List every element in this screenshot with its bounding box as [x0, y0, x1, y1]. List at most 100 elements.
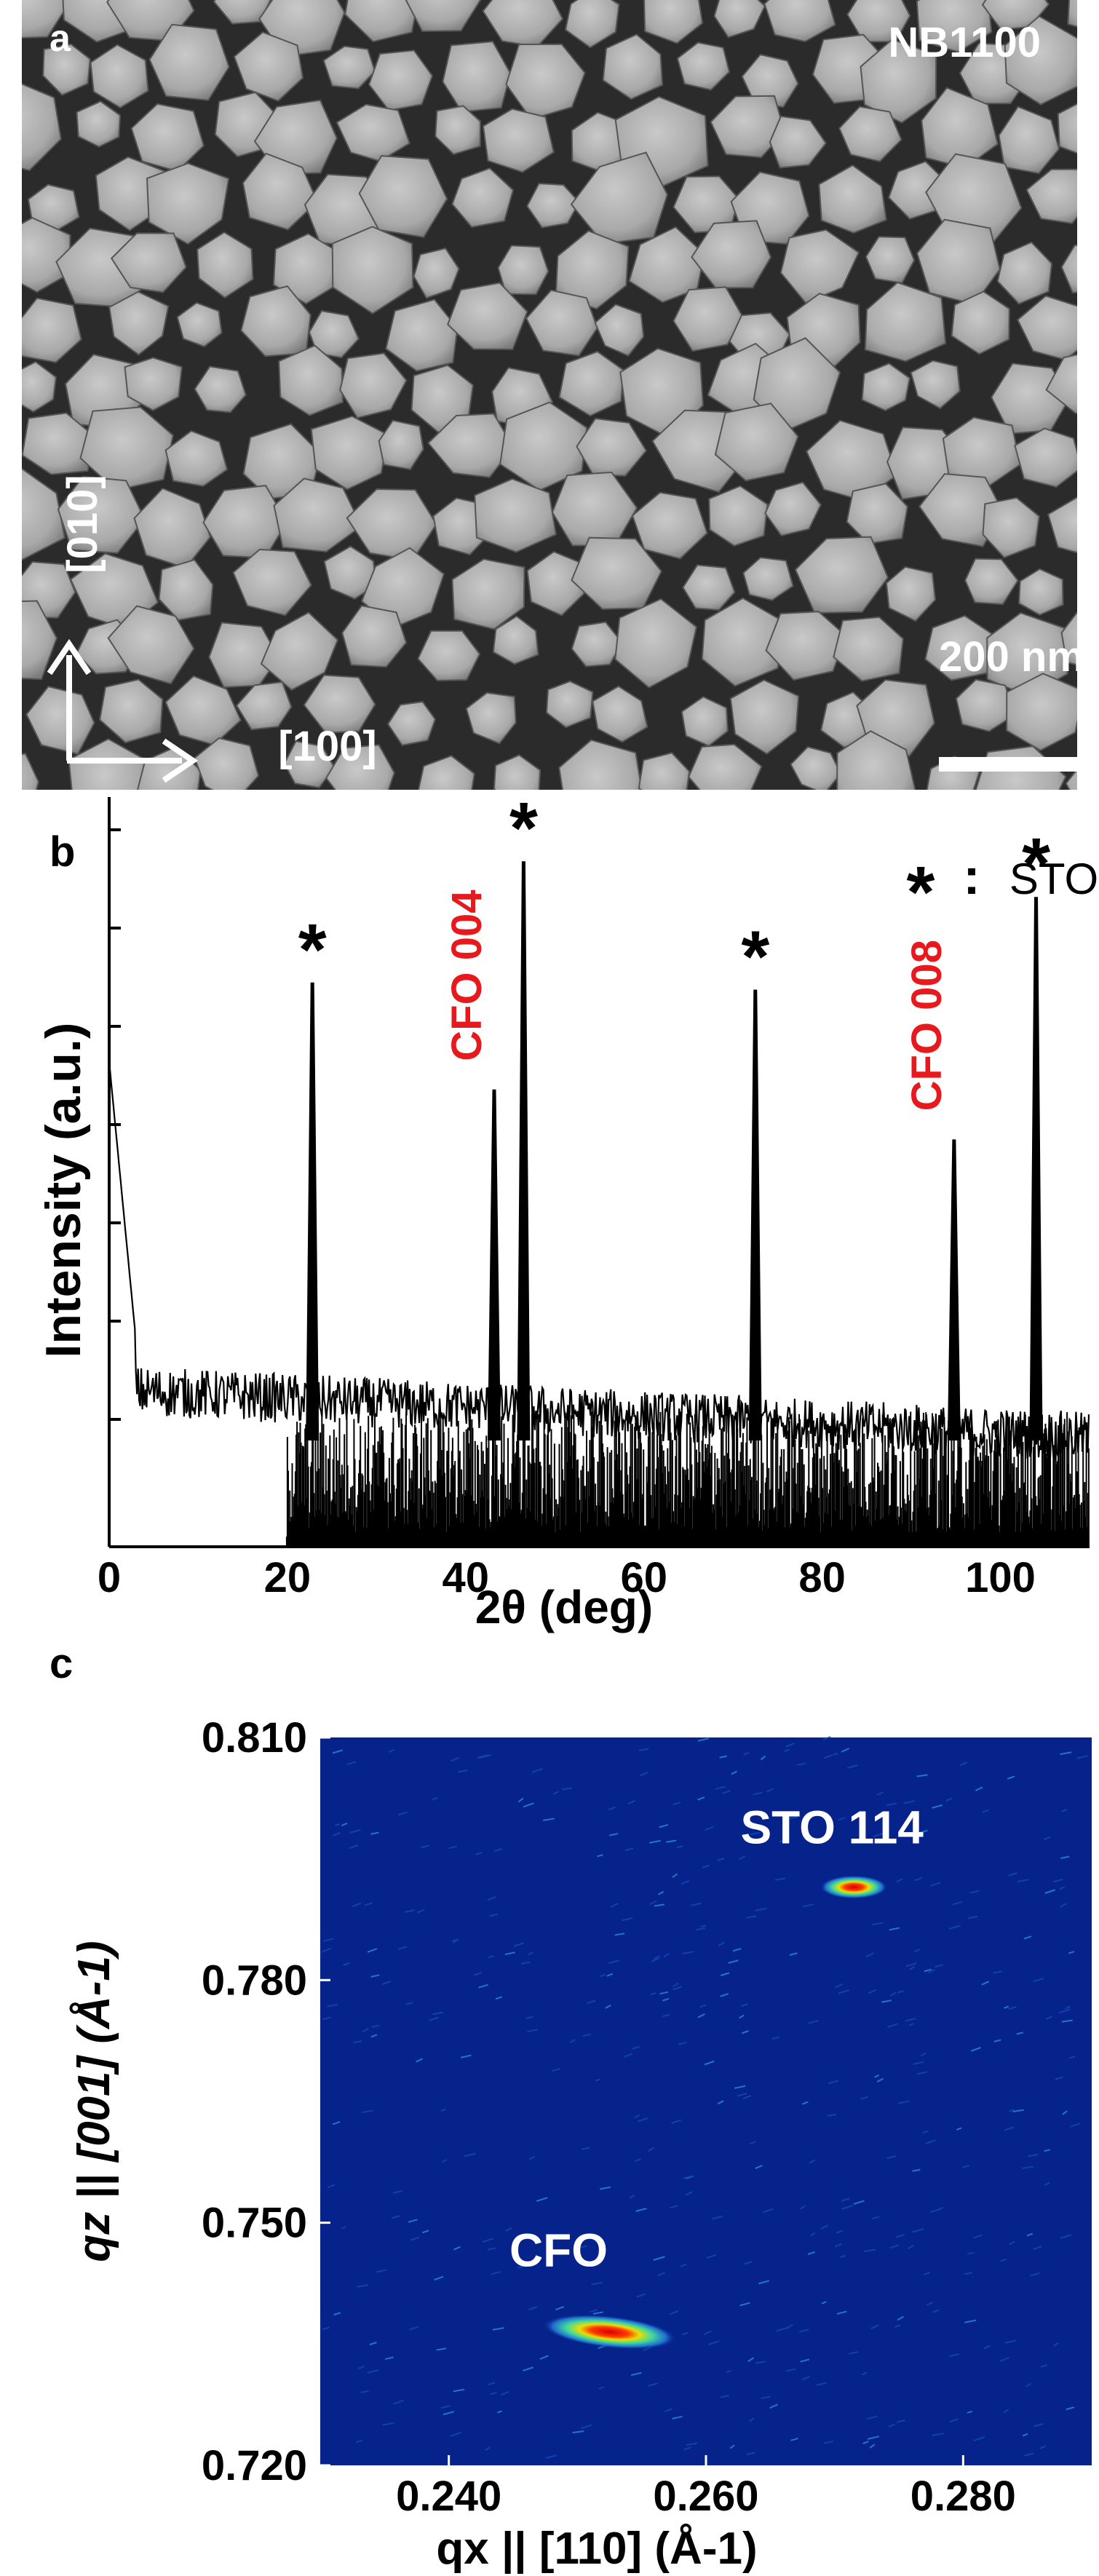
rsm-ticks: 0.240 0.260 0.280 0.720 0.750 0.780 0.810	[202, 1714, 1016, 2520]
noise-streak	[370, 1831, 379, 1835]
noise-streak	[382, 1981, 391, 1985]
noise-streak	[913, 2061, 924, 2065]
grain	[22, 753, 39, 790]
peak-labels: * CFO 004 * * CFO 008 *	[298, 797, 1050, 1111]
cfo-spot	[542, 2314, 677, 2350]
scale-bar-label: 200 nm	[939, 633, 1084, 681]
grain	[148, 23, 230, 101]
noise-streak	[621, 1917, 633, 1922]
grain	[22, 600, 57, 681]
noise-streak	[528, 2306, 538, 2311]
noise-streak	[786, 2323, 793, 2329]
noise-streak	[973, 2436, 985, 2442]
noise-streak	[1022, 2433, 1028, 2437]
noise-streak	[513, 1942, 525, 1947]
noise-streak	[930, 2208, 940, 2213]
noise-streak	[648, 2147, 654, 2152]
grain	[676, 41, 731, 91]
grain	[558, 739, 643, 790]
grain	[818, 164, 887, 234]
noise-streak	[706, 2254, 717, 2259]
noise-streak	[384, 2356, 394, 2361]
noise-streak	[632, 2045, 640, 2050]
noise-streak	[771, 2036, 780, 2040]
noise-streak	[370, 1974, 380, 1978]
noise-streak	[681, 1879, 690, 1885]
noise-streak	[597, 1854, 603, 1858]
noise-streak	[786, 2368, 796, 2372]
noise-streak	[1045, 2016, 1053, 2020]
grain	[861, 362, 911, 412]
noise-streak	[1060, 2234, 1072, 2239]
noise-streak	[609, 1833, 619, 1836]
noise-streak	[450, 2431, 461, 2437]
grain	[482, 108, 555, 173]
noise-streak	[637, 2117, 648, 2123]
noise-streak	[1059, 1886, 1066, 1890]
noise-streak	[672, 2415, 683, 2420]
noise-streak	[1016, 2032, 1023, 2035]
noise-streak	[742, 2095, 751, 2100]
noise-streak	[422, 2230, 429, 2234]
noise-streak	[1033, 1978, 1044, 1982]
noise-streak	[680, 2263, 687, 2267]
noise-streak	[429, 2016, 439, 2021]
noise-streak	[487, 2247, 496, 2251]
grain	[742, 556, 794, 601]
x-tick-label: 40	[443, 1554, 490, 1601]
noise-streak	[1012, 2109, 1024, 2112]
noise-streak	[434, 2275, 444, 2281]
y-tick-label: 0.810	[202, 1714, 307, 1761]
grain	[213, 0, 271, 25]
noise-streak	[886, 1802, 897, 1807]
legend-separator: :	[963, 848, 980, 905]
noise-streak	[369, 2342, 377, 2346]
noise-streak	[911, 2228, 924, 2233]
noise-streak	[1044, 1889, 1055, 1894]
noise-streak	[648, 1839, 661, 1844]
noise-streak	[1059, 2008, 1071, 2013]
noise-streak	[653, 2256, 665, 2261]
noise-streak	[608, 1806, 616, 1811]
noise-streak	[967, 1915, 978, 1919]
noise-streak	[323, 1938, 334, 1942]
grain	[564, 0, 620, 49]
x-axis-ticks: 0 20 40 60 80 100	[98, 1537, 1036, 1601]
grain	[451, 558, 525, 630]
legend-symbol: *	[907, 852, 935, 933]
noise-streak	[932, 2309, 940, 2313]
noise-streak	[769, 2403, 778, 2409]
grain	[1045, 354, 1077, 415]
grain	[442, 41, 512, 113]
grain	[158, 558, 214, 621]
noise-streak	[555, 2306, 565, 2311]
noise-streak	[697, 1796, 705, 1801]
noise-streak	[1068, 2056, 1076, 2059]
noise-streak	[739, 2302, 750, 2307]
noise-streak	[682, 2331, 689, 2336]
x-tick-label: 0	[98, 1554, 121, 1601]
grain	[1060, 611, 1077, 666]
noise-streak	[1053, 2342, 1059, 2347]
noise-streak	[797, 1762, 806, 1766]
grain	[691, 220, 772, 289]
noise-streak	[327, 2184, 336, 2189]
noise-streak	[1004, 2005, 1009, 2009]
qz-label: qz || [001] (Å-1)	[69, 1941, 119, 2262]
noise-streak	[648, 2382, 658, 2387]
noise-streak	[741, 2002, 749, 2008]
noise-streak	[1053, 1878, 1063, 1883]
noise-streak	[924, 1968, 932, 1973]
noise-streak	[504, 1951, 515, 1956]
noise-streak	[732, 1948, 742, 1952]
noise-streak	[440, 2108, 446, 2112]
noise-streak	[799, 2329, 809, 2333]
noise-streak	[432, 2011, 444, 2016]
noise-streak	[496, 2410, 502, 2414]
noise-streak	[779, 1838, 787, 1843]
grain	[176, 301, 223, 348]
grain	[323, 545, 377, 600]
grain	[910, 360, 961, 410]
grain	[474, 477, 557, 553]
noise-streak	[1044, 2181, 1050, 2186]
